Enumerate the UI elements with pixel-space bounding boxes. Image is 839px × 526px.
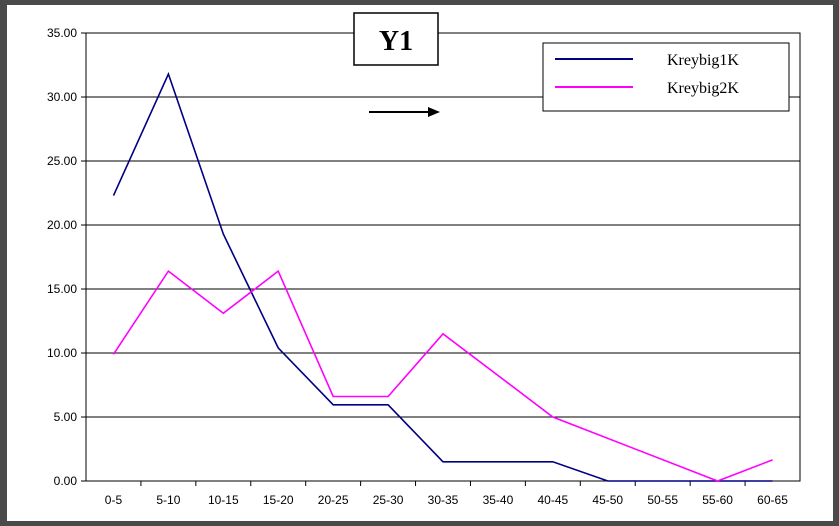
x-tick-label: 50-55 (647, 493, 678, 507)
y-tick-label: 15.00 (47, 282, 77, 296)
plot-area-border (85, 32, 801, 482)
x-tick-label: 40-45 (537, 493, 568, 507)
y-tick-label: 35.00 (47, 26, 77, 40)
x-tick-label: 15-20 (263, 493, 294, 507)
chart-frame: 0.00 5.00 10.00 15.00 20.00 25.00 30.00 35.00 0… (7, 5, 833, 521)
series-lines (112, 71, 773, 482)
y-tick-label: 10.00 (47, 346, 77, 360)
x-tick-label: 10-15 (208, 493, 239, 507)
x-tick-label: 55-60 (702, 493, 733, 507)
x-tick-label: 45-50 (592, 493, 623, 507)
x-tick-label: 30-35 (428, 493, 459, 507)
y-tick-label: 20.00 (47, 218, 77, 232)
legend-label: Kreybig1K (667, 52, 739, 69)
y-axis-ticks: 0.00 5.00 10.00 15.00 20.00 25.00 30.00 35.00 (47, 26, 86, 488)
chart-title-box: Y1 (353, 12, 439, 66)
legend: Kreybig1K Kreybig2K (542, 42, 790, 112)
annotation-arrow (369, 107, 440, 117)
y-tick-label: 30.00 (47, 90, 77, 104)
line-chart: 0.00 5.00 10.00 15.00 20.00 25.00 30.00 35.00 0… (47, 12, 801, 507)
x-tick-label: 35-40 (483, 493, 514, 507)
x-tick-label: 5-10 (156, 493, 180, 507)
x-axis-ticks: 0-5 5-10 10-15 15-20 20-25 25-30 30-35 35-40 40-… (105, 481, 788, 507)
y-tick-label: 25.00 (47, 154, 77, 168)
y-tick-label: 0.00 (54, 474, 78, 488)
y-tick-label: 5.00 (54, 410, 78, 424)
legend-label: Kreybig2K (667, 80, 739, 97)
chart-title: Y1 (379, 26, 413, 57)
x-tick-label: 25-30 (373, 493, 404, 507)
series-line-kreybig1k (112, 71, 773, 482)
series-line-kreybig2k (112, 269, 773, 482)
x-tick-label: 60-65 (757, 493, 788, 507)
x-tick-label: 20-25 (318, 493, 349, 507)
gridlines (86, 32, 800, 482)
x-tick-label: 0-5 (105, 493, 123, 507)
